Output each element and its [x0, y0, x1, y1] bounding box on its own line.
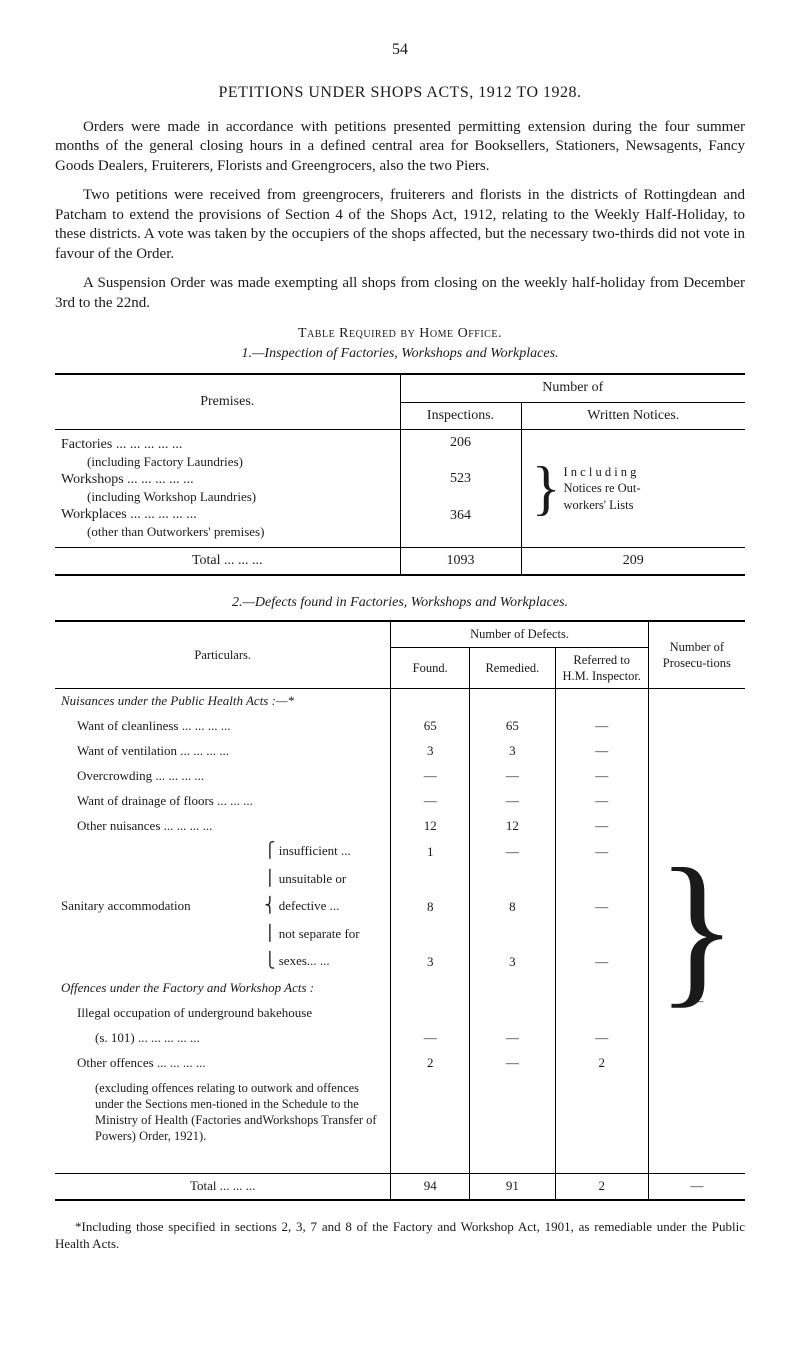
- paragraph-1: Orders were made in accordance with peti…: [55, 118, 745, 177]
- table2-title: 2.—Defects found in Factories, Workshops…: [55, 594, 745, 612]
- t2-tot-p: —: [648, 1174, 745, 1200]
- t2-total-label: Total ... ... ...: [55, 1174, 391, 1200]
- t2-r-clean-r: 65: [470, 714, 556, 739]
- t1-r3v: 364: [407, 507, 515, 525]
- t1-r3a: Workplaces ... ... ... ... ...: [61, 507, 197, 522]
- t1-total-label: Total ... ... ...: [55, 547, 400, 575]
- t2-ill-f: —: [391, 1026, 470, 1051]
- t2-off-head: Offences under the Factory and Workshop …: [55, 976, 391, 1001]
- t2-r-drain-ref: —: [555, 789, 648, 814]
- t2-tot-f: 94: [391, 1174, 470, 1200]
- t2-r-over: Overcrowding ... ... ... ...: [55, 764, 391, 789]
- t1-r1v: 206: [407, 434, 515, 452]
- t1-head-premises: Premises.: [55, 374, 400, 429]
- t2-r-drain: Want of drainage of floors ... ... ...: [55, 789, 391, 814]
- t2-accom-row5: ⎩ sexes... ...: [55, 948, 391, 976]
- t2-ac3-r: 8: [470, 893, 556, 921]
- t2-r-clean: Want of cleanliness ... ... ... ...: [55, 714, 391, 739]
- t1-total-wn: 209: [521, 547, 745, 575]
- t2-ac3: defective ...: [279, 898, 340, 913]
- t2-othoff-f: 2: [391, 1051, 470, 1076]
- t2-ac5: sexes... ...: [279, 953, 330, 968]
- t2-r-over-r: —: [470, 764, 556, 789]
- t2-nuisances-head: Nuisances under the Public Health Acts :…: [55, 689, 391, 714]
- t1-r2v: 523: [407, 470, 515, 488]
- t1-row-factories: Factories ... ... ... ... ... (including…: [55, 429, 400, 547]
- t2-accom-row1: ⎧ insufficient ...: [55, 838, 391, 866]
- t2-r-other-ref: —: [555, 814, 648, 839]
- t2-ac1: insufficient ...: [279, 843, 351, 858]
- t2-othoff-r: —: [470, 1051, 556, 1076]
- t2-othoff: Other offences ... ... ... ...: [55, 1051, 391, 1076]
- t1-head-numberof: Number of: [400, 374, 745, 402]
- t2-ac3-f: 8: [391, 893, 470, 921]
- t2-r-other-r: 12: [470, 814, 556, 839]
- t1-r1b: (including Factory Laundries): [61, 454, 394, 471]
- t2-tot-r: 91: [470, 1174, 556, 1200]
- t2-ac1-r: —: [470, 838, 556, 866]
- t1-head-written: Written Notices.: [521, 402, 745, 429]
- t1-note: I n c l u d i n g Notices re Out-workers…: [564, 464, 664, 513]
- t2-h-remedied: Remedied.: [470, 647, 556, 689]
- paragraph-3: A Suspension Order was made exempting al…: [55, 274, 745, 313]
- t2-r-other-f: 12: [391, 814, 470, 839]
- t2-accom-row2: ⎪ unsuitable or: [55, 866, 391, 894]
- t2-ac2: unsuitable or: [279, 871, 347, 886]
- t1-r3b: (other than Outworkers' premises): [61, 524, 394, 541]
- t2-r-vent-ref: —: [555, 739, 648, 764]
- t2-r-clean-ref: —: [555, 714, 648, 739]
- t1-r2b: (including Workshop Laundries): [61, 489, 394, 506]
- t2-ill2: (s. 101) ... ... ... ... ...: [55, 1026, 391, 1051]
- table1-subcaption: 1.—Inspection of Factories, Workshops an…: [55, 345, 745, 363]
- t2-ac1-f: 1: [391, 838, 470, 866]
- t2-ac1-ref: —: [555, 838, 648, 866]
- t1-note-cell: } I n c l u d i n g Notices re Out-worke…: [521, 429, 745, 547]
- t1-head-inspections: Inspections.: [400, 402, 521, 429]
- t2-r-drain-r: —: [470, 789, 556, 814]
- t2-prosec-dash: —: [690, 993, 703, 1010]
- t2-r-other: Other nuisances ... ... ... ...: [55, 814, 391, 839]
- t2-ill-r: —: [470, 1026, 556, 1051]
- paragraph-2: Two petitions were received from greengr…: [55, 186, 745, 264]
- t1-total-insp: 1093: [400, 547, 521, 575]
- t2-r-over-f: —: [391, 764, 470, 789]
- t2-accom-label: Sanitary accommodation: [61, 898, 261, 915]
- t2-ill-ref: —: [555, 1026, 648, 1051]
- t2-ac5-r: 3: [470, 948, 556, 976]
- table-1: Premises. Number of Inspections. Written…: [55, 373, 745, 576]
- page-title: PETITIONS UNDER SHOPS ACTS, 1912 TO 1928…: [55, 83, 745, 104]
- t1-r1a: Factories ... ... ... ... ...: [61, 437, 182, 452]
- t2-h-numdef: Number of Defects.: [391, 621, 648, 647]
- t2-ac5-ref: —: [555, 948, 648, 976]
- t2-h-found: Found.: [391, 647, 470, 689]
- t2-accom-row4: ⎪ not separate for: [55, 921, 391, 949]
- t2-tot-ref: 2: [555, 1174, 648, 1200]
- table-2: Particulars. Number of Defects. Number o…: [55, 620, 745, 1201]
- page-number: 54: [55, 40, 745, 61]
- t2-ac5-f: 3: [391, 948, 470, 976]
- t2-prosec-brace: } —: [648, 689, 745, 1174]
- t1-insp-cell: 206 523 364: [400, 429, 521, 547]
- footnote: *Including those specified in sections 2…: [55, 1219, 745, 1253]
- t2-h-particulars: Particulars.: [55, 621, 391, 688]
- t2-ac4: not separate for: [279, 926, 360, 941]
- t2-ill: Illegal occupation of underground bakeho…: [55, 1001, 391, 1026]
- t2-r-over-ref: —: [555, 764, 648, 789]
- t2-othoff-ref: 2: [555, 1051, 648, 1076]
- t2-ac3-ref: —: [555, 893, 648, 921]
- t2-accom-row3: Sanitary accommodation ⎨ defective ...: [55, 893, 391, 921]
- t2-h-prosec: Number of Prosecu-tions: [648, 621, 745, 688]
- t2-r-vent-r: 3: [470, 739, 556, 764]
- t2-othoff-note: (excluding offences relating to outwork …: [55, 1076, 391, 1149]
- t2-r-vent: Want of ventilation ... ... ... ...: [55, 739, 391, 764]
- t2-r-drain-f: —: [391, 789, 470, 814]
- t2-h-referred: Referred to H.M. Inspector.: [555, 647, 648, 689]
- t1-r2a: Workshops ... ... ... ... ...: [61, 472, 194, 487]
- table1-caption: Table Required by Home Office.: [55, 325, 745, 343]
- t2-r-clean-f: 65: [391, 714, 470, 739]
- t2-r-vent-f: 3: [391, 739, 470, 764]
